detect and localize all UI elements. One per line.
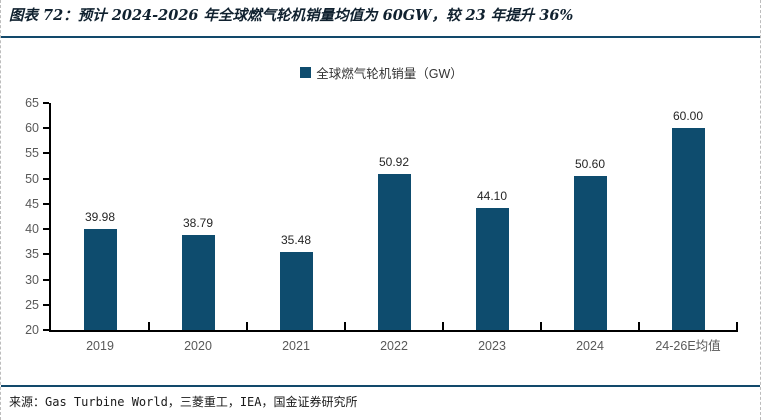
y-tick — [43, 202, 49, 205]
x-axis-line — [49, 330, 738, 332]
y-tick-label: 20 — [25, 323, 39, 337]
bar-value-label: 39.98 — [84, 210, 116, 225]
bar — [671, 128, 705, 330]
x-tick-label: 2022 — [380, 339, 408, 353]
bar — [83, 229, 117, 330]
x-tick — [344, 322, 346, 330]
y-tick — [43, 152, 49, 155]
y-tick-label: 35 — [25, 247, 39, 262]
y-tick — [43, 127, 49, 130]
x-tick — [148, 322, 150, 330]
x-tick — [540, 322, 542, 330]
y-tick — [43, 253, 49, 256]
bar-value-label: 60.00 — [672, 109, 704, 124]
x-tick-label: 2021 — [282, 339, 310, 353]
y-tick — [43, 177, 49, 180]
y-tick-label: 60 — [25, 121, 39, 136]
x-tick-label: 2024 — [576, 339, 604, 353]
legend-label: 全球燃气轮机销量（GW） — [316, 66, 463, 81]
x-tick — [638, 322, 640, 330]
y-tick-label: 45 — [25, 196, 39, 211]
y-tick-label: 50 — [25, 171, 39, 186]
x-tick — [736, 322, 738, 330]
bar — [377, 174, 411, 330]
bar-value-label: 50.60 — [574, 156, 606, 171]
y-tick-label: 65 — [25, 96, 39, 110]
x-tick — [246, 322, 248, 330]
bar — [573, 175, 607, 330]
chart-legend: 全球燃气轮机销量（GW） — [1, 63, 760, 81]
y-tick — [43, 329, 49, 331]
x-tick-label: 2019 — [86, 339, 114, 353]
bar-value-label: 38.79 — [182, 216, 214, 231]
y-tick-label: 25 — [25, 297, 39, 312]
legend-swatch — [300, 66, 312, 78]
x-tick-label: 2020 — [184, 339, 212, 353]
y-tick — [43, 228, 49, 231]
y-tick — [43, 303, 49, 306]
y-tick — [43, 102, 49, 104]
bar-value-label: 35.48 — [280, 232, 312, 247]
y-tick-label: 40 — [25, 222, 39, 237]
bar-value-label: 50.92 — [378, 155, 410, 170]
footer-divider — [1, 385, 760, 387]
x-tick — [442, 322, 444, 330]
y-tick-label: 55 — [25, 146, 39, 161]
x-tick-label: 2023 — [478, 339, 506, 353]
y-tick — [43, 278, 49, 281]
bar-value-label: 44.10 — [476, 189, 508, 204]
figure-title: 图表 72：预计 2024-2026 年全球燃气轮机销量均值为 60GW，较 2… — [9, 7, 574, 24]
title-divider — [1, 36, 760, 38]
x-tick-label: 24-26E均值 — [655, 339, 721, 353]
y-tick-label: 30 — [25, 272, 39, 287]
source-note: 来源：Gas Turbine World，三菱重工，IEA，国金证券研究所 — [9, 395, 358, 409]
bar — [181, 235, 215, 330]
bar — [279, 251, 313, 330]
bar — [475, 208, 509, 330]
y-axis-line — [49, 103, 51, 332]
